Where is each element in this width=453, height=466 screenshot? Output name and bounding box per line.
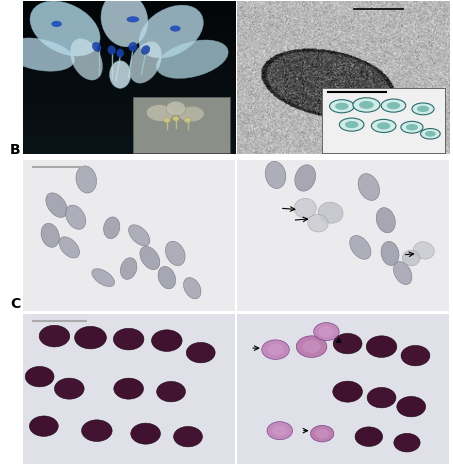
Circle shape (397, 397, 426, 417)
Ellipse shape (140, 247, 160, 270)
Ellipse shape (70, 38, 102, 80)
Ellipse shape (51, 21, 62, 27)
Ellipse shape (178, 106, 204, 122)
Ellipse shape (101, 0, 148, 47)
Ellipse shape (414, 242, 434, 259)
Ellipse shape (156, 40, 228, 78)
Ellipse shape (394, 261, 412, 285)
Ellipse shape (358, 174, 380, 200)
Ellipse shape (164, 118, 170, 123)
Circle shape (319, 326, 334, 337)
Circle shape (329, 100, 354, 113)
Circle shape (152, 330, 182, 351)
Circle shape (339, 118, 364, 131)
Ellipse shape (381, 241, 399, 266)
Circle shape (333, 334, 362, 354)
Circle shape (29, 416, 58, 436)
Ellipse shape (108, 46, 116, 55)
Circle shape (262, 340, 289, 359)
Circle shape (267, 344, 284, 356)
Ellipse shape (318, 202, 343, 223)
Ellipse shape (166, 101, 186, 116)
Circle shape (39, 325, 70, 347)
Circle shape (296, 336, 327, 357)
Circle shape (394, 433, 420, 452)
Circle shape (75, 326, 106, 349)
Circle shape (335, 103, 349, 110)
Circle shape (113, 329, 144, 350)
Ellipse shape (126, 16, 139, 22)
Ellipse shape (76, 166, 96, 193)
Circle shape (401, 345, 430, 366)
Circle shape (406, 124, 418, 130)
Circle shape (333, 381, 362, 402)
Ellipse shape (308, 214, 328, 232)
Ellipse shape (265, 161, 286, 188)
Ellipse shape (139, 5, 203, 58)
Ellipse shape (350, 235, 371, 259)
Circle shape (420, 129, 440, 139)
Ellipse shape (116, 49, 124, 57)
Circle shape (267, 422, 293, 439)
Circle shape (272, 425, 287, 436)
Circle shape (401, 121, 423, 133)
Circle shape (377, 122, 390, 130)
Ellipse shape (5, 38, 74, 71)
Circle shape (310, 425, 334, 442)
Ellipse shape (376, 208, 395, 233)
Ellipse shape (173, 116, 179, 121)
Ellipse shape (110, 61, 131, 89)
Circle shape (366, 336, 397, 357)
Ellipse shape (183, 278, 201, 299)
Ellipse shape (165, 241, 185, 266)
Ellipse shape (104, 217, 120, 239)
Ellipse shape (92, 42, 101, 51)
Ellipse shape (92, 269, 115, 287)
Circle shape (387, 102, 400, 109)
Circle shape (82, 420, 112, 441)
Ellipse shape (129, 225, 150, 246)
Circle shape (371, 119, 396, 132)
Circle shape (313, 322, 339, 341)
Text: B: B (10, 143, 20, 157)
Circle shape (54, 378, 84, 399)
Circle shape (173, 426, 202, 447)
Ellipse shape (59, 237, 79, 258)
Circle shape (114, 378, 144, 399)
Circle shape (381, 99, 406, 112)
Circle shape (157, 382, 185, 402)
Ellipse shape (66, 205, 86, 229)
Ellipse shape (130, 41, 162, 83)
Circle shape (355, 427, 383, 446)
Ellipse shape (120, 258, 137, 279)
Ellipse shape (146, 105, 174, 121)
Ellipse shape (295, 165, 316, 191)
Circle shape (186, 343, 215, 363)
Ellipse shape (158, 267, 176, 289)
Circle shape (315, 429, 329, 439)
Circle shape (417, 106, 429, 112)
Circle shape (425, 131, 436, 137)
Circle shape (359, 101, 374, 109)
Ellipse shape (402, 250, 420, 266)
Circle shape (25, 366, 54, 387)
Circle shape (353, 98, 380, 112)
Ellipse shape (46, 193, 67, 218)
Ellipse shape (294, 199, 316, 218)
Circle shape (303, 340, 321, 353)
Circle shape (367, 387, 396, 408)
Ellipse shape (129, 42, 137, 52)
Ellipse shape (184, 118, 191, 123)
Ellipse shape (141, 46, 150, 55)
Text: C: C (10, 297, 20, 311)
Circle shape (412, 103, 434, 115)
Ellipse shape (30, 1, 100, 56)
Circle shape (131, 423, 160, 444)
Ellipse shape (41, 223, 59, 247)
Ellipse shape (170, 26, 181, 32)
Circle shape (345, 121, 358, 128)
